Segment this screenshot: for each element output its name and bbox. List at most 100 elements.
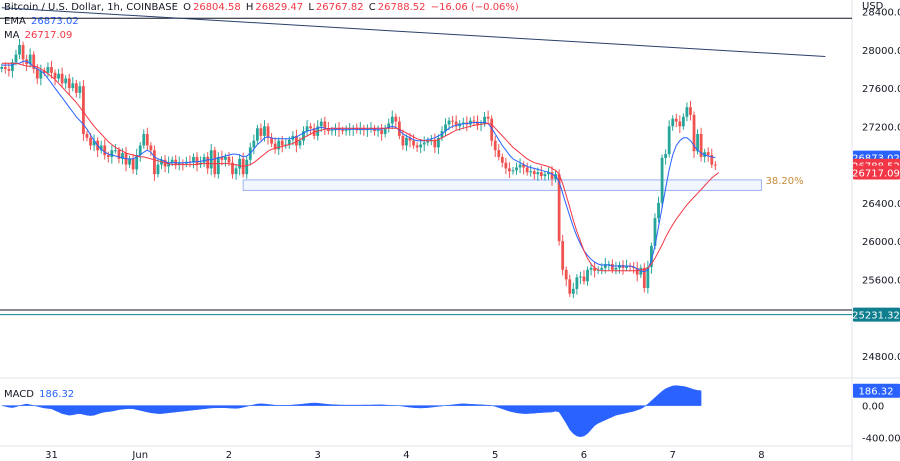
candle-body: [113, 150, 117, 152]
candle-body: [238, 158, 242, 169]
candle-body: [383, 128, 387, 134]
candle-body: [32, 54, 36, 69]
candle-body: [483, 116, 486, 124]
time-tick-label: 5: [492, 450, 498, 461]
candle-body: [287, 139, 291, 145]
candle-body: [266, 126, 270, 138]
candle-body: [99, 145, 103, 151]
candle-body: [138, 145, 142, 156]
candle-body: [405, 137, 408, 146]
ma-legend[interactable]: MA 26717.09: [4, 30, 74, 41]
candle-body: [216, 156, 220, 175]
candle-body: [419, 144, 423, 148]
price-tick-label: 24800.00: [862, 352, 900, 363]
candles: [0, 38, 717, 299]
candle-body: [674, 118, 678, 122]
candle-body: [543, 174, 547, 177]
candle-body: [401, 135, 405, 146]
candle-body: [280, 140, 284, 146]
candle-body: [74, 83, 78, 93]
candle-body: [610, 264, 614, 270]
candle-body: [447, 120, 451, 125]
price-tick-label: 27200.00: [862, 122, 900, 133]
candle-body: [493, 140, 497, 151]
candle-body: [408, 137, 412, 141]
candle-body: [699, 133, 703, 157]
price-tick-label: 28400.00: [862, 8, 900, 19]
macd-legend[interactable]: MACD 186.32: [4, 389, 76, 400]
candle-body: [344, 130, 348, 132]
candle-body: [39, 70, 43, 79]
macd-tick-label: -400.00: [862, 434, 900, 445]
candle-body: [153, 150, 156, 175]
symbol-header: Bitcoin / U.S. Dollar, 1h, COINBASE O 268…: [4, 2, 521, 13]
candle-body: [571, 288, 575, 294]
macd-badge-text: 186.32: [859, 387, 894, 398]
candle-body: [177, 162, 181, 165]
candle-body: [131, 158, 135, 170]
candle-body: [231, 162, 234, 175]
candle-body: [387, 123, 391, 129]
high-label: H: [245, 2, 254, 13]
candle-body: [142, 133, 146, 146]
candle-body: [174, 159, 178, 165]
price-badge-text: 26717.09: [852, 169, 900, 180]
candle-body: [593, 267, 597, 271]
candle-body: [273, 143, 277, 150]
candle-body: [110, 150, 114, 157]
candle-body: [451, 120, 455, 122]
time-tick-label: 4: [403, 450, 409, 461]
candle-body: [89, 137, 92, 146]
candle-body: [500, 156, 504, 163]
candle-body: [46, 67, 50, 73]
candle-body: [376, 130, 380, 132]
candle-body: [82, 86, 85, 134]
price-tick-label: 26000.00: [862, 237, 900, 248]
candle-body: [255, 128, 259, 141]
price-tick-label: 26400.00: [862, 199, 900, 210]
candle-body: [106, 155, 110, 157]
candle-body: [472, 120, 476, 122]
candle-body: [515, 167, 518, 171]
candle-body: [653, 218, 657, 246]
candle-body: [547, 172, 550, 175]
open-value: 26804.58: [192, 2, 241, 13]
macd-value: 186.32: [39, 389, 75, 400]
candle-body: [21, 45, 25, 60]
macd-badge: [853, 383, 900, 398]
time-tick-label: 8: [758, 450, 764, 461]
candle-body: [706, 152, 710, 156]
candle-body: [681, 116, 685, 127]
candle-body: [224, 156, 227, 160]
candle-body: [685, 107, 689, 117]
ma-line-path: [1, 62, 720, 272]
candle-body: [149, 145, 153, 151]
candle-body: [302, 131, 305, 141]
candle-body: [664, 154, 668, 158]
candle-body: [426, 140, 430, 143]
low-label: L: [308, 2, 314, 13]
candle-body: [326, 128, 330, 132]
change-value: −16.06 (−0.06%): [430, 2, 519, 13]
candle-body: [270, 137, 273, 144]
ma-line: [1, 62, 720, 272]
candle-body: [422, 142, 426, 145]
candle-body: [561, 241, 565, 270]
ema-line: [1, 60, 716, 273]
time-tick-label: 7: [670, 450, 676, 461]
low-value: 26767.82: [315, 2, 364, 13]
candle-body: [600, 267, 604, 270]
candle-body: [11, 62, 14, 71]
price-badge: [853, 165, 900, 180]
candle-body: [50, 67, 53, 73]
candle-body: [380, 130, 384, 134]
ema-legend[interactable]: EMA 26873.02: [4, 16, 81, 27]
candle-body: [437, 137, 440, 148]
candle-body: [508, 168, 511, 172]
candle-body: [525, 167, 529, 173]
candle-body: [366, 129, 369, 131]
trendline: [1, 7, 826, 58]
candle-body: [145, 133, 149, 146]
